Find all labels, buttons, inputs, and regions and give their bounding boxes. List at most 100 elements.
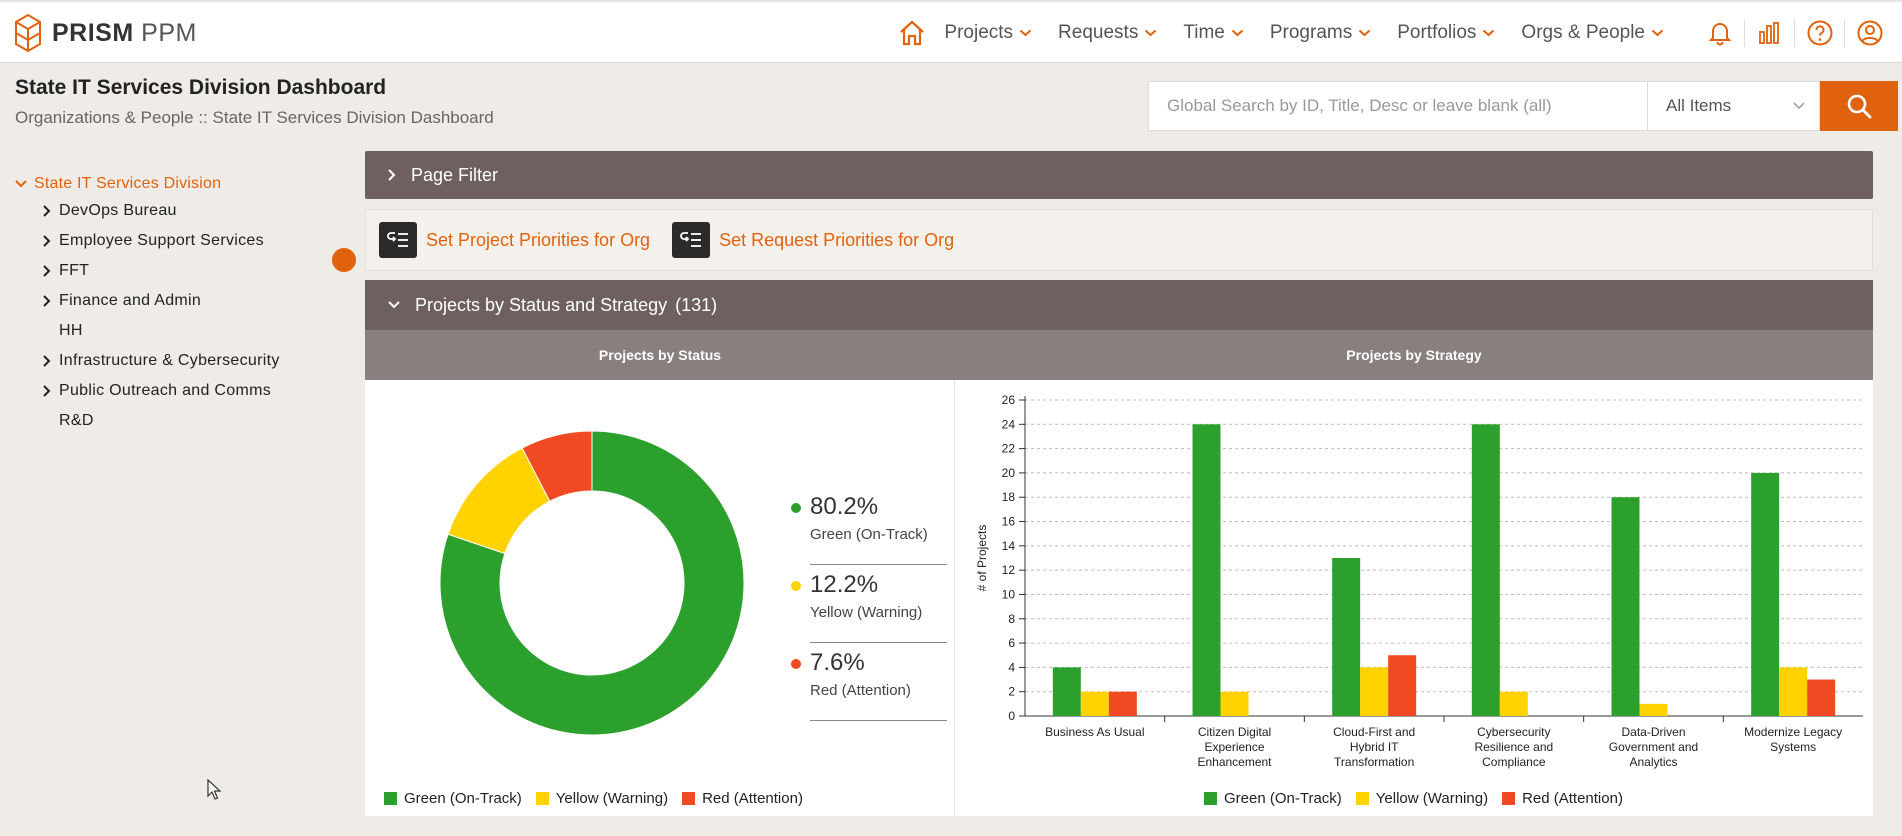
status-strategy-panel-header[interactable]: Projects by Status and Strategy (131): [365, 280, 1873, 330]
bar[interactable]: [1052, 667, 1081, 716]
tree-item[interactable]: Finance and Admin: [42, 286, 354, 316]
x-tick-label: Citizen Digital Experience Enhancement: [1197, 725, 1272, 769]
legend-label: Green (On-Track): [404, 790, 522, 807]
chevron-right-icon: [43, 205, 51, 217]
nav-programs[interactable]: Programs: [1270, 22, 1371, 44]
top-bar: PRISM PPM Projects Requests Time Programs Po…: [0, 0, 1902, 63]
bar[interactable]: [1108, 691, 1137, 716]
legend-item[interactable]: Yellow (Warning): [535, 790, 668, 807]
page-filter-bar[interactable]: Page Filter: [365, 151, 1873, 199]
y-tick-label: 16: [1002, 515, 1016, 529]
y-tick-label: 4: [1008, 660, 1015, 674]
y-tick-label: 8: [1008, 612, 1015, 626]
tree-item[interactable]: Public Outreach and Comms: [42, 376, 354, 406]
logo-text: PRISM PPM: [52, 18, 197, 47]
set-request-priorities-link[interactable]: Set Request Priorities for Org: [672, 222, 954, 258]
search-scope-value: All Items: [1666, 96, 1732, 115]
status-stats: 80.2% Green (On-Track) 12.2% Yellow (War…: [791, 490, 947, 724]
search-input[interactable]: [1148, 81, 1648, 131]
bar[interactable]: [1471, 424, 1500, 716]
legend-item[interactable]: Red (Attention): [1502, 790, 1623, 807]
nav-requests[interactable]: Requests: [1058, 22, 1157, 44]
app-logo[interactable]: PRISM PPM: [14, 13, 197, 53]
tree-item[interactable]: FFT: [42, 256, 354, 286]
reports-button[interactable]: [1744, 13, 1790, 53]
tree-root-label: State IT Services Division: [34, 175, 222, 192]
nav-item-label: Portfolios: [1397, 21, 1477, 43]
search-scope-select[interactable]: All Items: [1648, 81, 1820, 131]
stat-divider: [810, 564, 947, 565]
sidebar-collapse-handle[interactable]: [332, 248, 356, 272]
user-account-button[interactable]: [1844, 13, 1890, 53]
bar[interactable]: [1807, 679, 1836, 716]
y-tick-label: 22: [1002, 442, 1016, 456]
search-button[interactable]: [1820, 81, 1898, 131]
chevron-down-icon: [1483, 29, 1495, 36]
bar[interactable]: [1360, 667, 1389, 716]
status-percent: 7.6%: [810, 649, 865, 676]
nav-time[interactable]: Time: [1183, 22, 1244, 44]
tree-item[interactable]: DevOps Bureau: [42, 196, 354, 226]
set-project-priorities-link[interactable]: Set Project Priorities for Org: [379, 222, 650, 258]
legend-swatch: [535, 792, 549, 805]
nav-item-label: Time: [1183, 21, 1225, 43]
bar[interactable]: [1080, 691, 1109, 716]
y-tick-label: 24: [1002, 417, 1016, 431]
page-filter-label: Page Filter: [411, 164, 499, 185]
bar[interactable]: [1611, 497, 1640, 716]
help-button[interactable]: [1794, 13, 1840, 53]
tree-root-item[interactable]: State IT Services Division: [14, 172, 354, 196]
chevron-down-icon: [1793, 102, 1805, 110]
legend-item[interactable]: Yellow (Warning): [1355, 790, 1488, 807]
chevron-right-icon: [43, 295, 51, 307]
status-dot: [791, 581, 801, 591]
legend-label: Red (Attention): [702, 790, 803, 807]
nav-portfolios[interactable]: Portfolios: [1397, 22, 1495, 44]
priority-actions: Set Project Priorities for Org Set Reque…: [365, 209, 1873, 271]
tree-item-leaf[interactable]: HH: [59, 322, 83, 339]
priority-list-icon: [672, 222, 711, 258]
nav-orgs-people[interactable]: Orgs & People: [1521, 22, 1664, 44]
page-title: State IT Services Division Dashboard: [15, 76, 387, 99]
nav-item-label: Programs: [1269, 21, 1353, 43]
bar[interactable]: [1639, 703, 1668, 716]
legend-label: Red (Attention): [1522, 790, 1623, 807]
notifications-button[interactable]: [1700, 13, 1740, 53]
donut-slice[interactable]: [439, 430, 745, 736]
status-stat: 7.6% Red (Attention): [791, 646, 947, 724]
bar[interactable]: [1499, 691, 1528, 716]
legend-swatch: [1355, 792, 1369, 805]
chevron-down-icon: [1231, 29, 1244, 36]
bar[interactable]: [1220, 691, 1249, 716]
nav-projects[interactable]: Projects: [944, 22, 1032, 44]
help-icon: [1807, 20, 1833, 45]
tree-item[interactable]: Infrastructure & Cybersecurity: [42, 346, 354, 376]
legend-swatch: [384, 792, 397, 805]
strategy-legend: Green (On-Track) Yellow (Warning) Red (Att…: [1204, 790, 1637, 807]
bar[interactable]: [1779, 667, 1808, 716]
bar[interactable]: [1332, 558, 1361, 716]
x-tick-label: Data-Driven Government and Analytics: [1609, 725, 1698, 769]
legend-item[interactable]: Red (Attention): [682, 790, 803, 807]
tree-item-label: FFT: [59, 262, 90, 279]
legend-swatch: [1502, 792, 1516, 805]
status-dot: [791, 503, 801, 513]
bar-chart-icon: [1759, 21, 1779, 44]
tree-item-leaf[interactable]: R&D: [59, 412, 94, 429]
legend-item[interactable]: Green (On-Track): [384, 790, 522, 807]
legend-item[interactable]: Green (On-Track): [1204, 790, 1342, 807]
search-icon: [1847, 94, 1872, 119]
bar[interactable]: [1751, 472, 1780, 716]
tree-item[interactable]: Employee Support Services: [42, 226, 354, 256]
chevron-down-icon: [1019, 29, 1032, 36]
status-donut-chart: [439, 430, 745, 736]
bar[interactable]: [1192, 424, 1221, 716]
priority-list-icon: [379, 222, 417, 258]
y-tick-label: 6: [1008, 636, 1015, 650]
legend-swatch: [1204, 792, 1217, 805]
status-stat: 12.2% Yellow (Warning): [791, 568, 947, 646]
tree-item-label: DevOps Bureau: [59, 202, 177, 219]
home-button[interactable]: [890, 13, 934, 53]
bar[interactable]: [1388, 655, 1417, 716]
donut-slice[interactable]: [521, 430, 593, 502]
